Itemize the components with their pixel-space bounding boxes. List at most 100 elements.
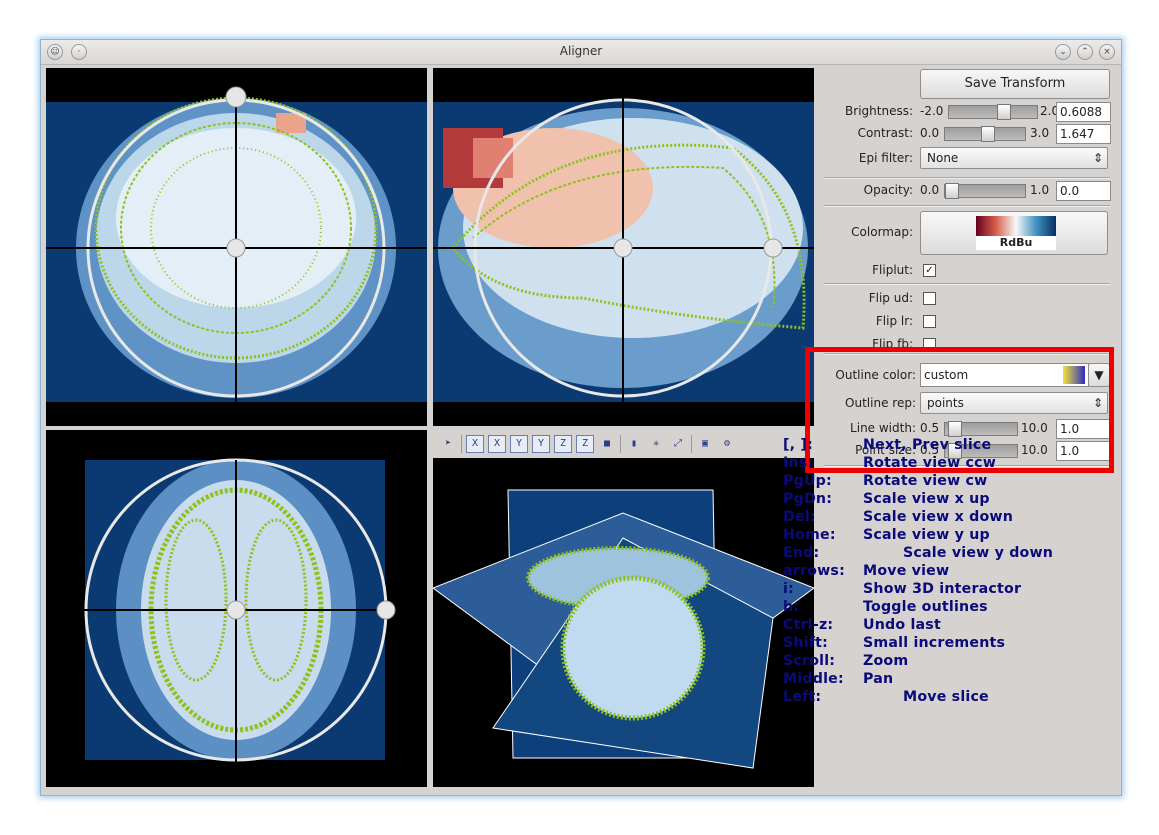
window-title: Aligner xyxy=(559,44,603,58)
coronal-view[interactable] xyxy=(46,68,427,426)
outline-color-dropdown[interactable]: ▼ xyxy=(1088,363,1110,387)
divider xyxy=(824,465,1110,467)
flip-ud-checkbox[interactable] xyxy=(923,292,936,305)
shortcut-key: Home: xyxy=(783,527,836,543)
sagittal-view[interactable] xyxy=(433,68,814,426)
pointer-icon[interactable]: ➤ xyxy=(444,438,452,449)
outline-color-field[interactable]: custom xyxy=(920,363,1089,387)
shortcut-description: Toggle outlines xyxy=(863,599,988,615)
shortcut-key: [, ]: xyxy=(783,437,813,453)
window-menu-button[interactable]: · xyxy=(71,44,87,60)
outline-rep-label: Outline rep: xyxy=(845,396,916,410)
contrast-label: Contrast: xyxy=(857,126,913,140)
shortcut-row: End: Scale view y down xyxy=(783,545,1073,563)
point-size-label: Point size: xyxy=(855,443,916,457)
bars-icon[interactable]: ▮ xyxy=(630,438,638,449)
y-axis-icon[interactable]: Y xyxy=(510,435,528,453)
contrast-handle[interactable] xyxy=(981,126,995,142)
shortcut-description: Scale view x up xyxy=(863,491,990,507)
contrast-min: 0.0 xyxy=(920,126,940,140)
shortcut-row: i: Show 3D interactor xyxy=(783,581,1073,599)
contrast-row: Contrast: 0.0 3.0 1.647 xyxy=(818,124,1116,144)
fit-view-icon[interactable]: ⤢ xyxy=(674,438,682,449)
divider xyxy=(824,205,1110,207)
3d-view[interactable] xyxy=(433,458,814,787)
app-icon[interactable]: ☺ xyxy=(47,44,63,60)
colormap-swatch xyxy=(976,216,1056,236)
epi-filter-value: None xyxy=(927,151,959,165)
line-width-slider[interactable] xyxy=(944,421,1018,437)
flip-fb-row: Flip fb: xyxy=(818,335,1116,347)
contrast-max: 3.0 xyxy=(1030,126,1050,140)
line-width-min: 0.5 xyxy=(920,421,940,435)
divider xyxy=(824,177,1110,179)
outline-rep-select[interactable]: points ⇕ xyxy=(920,392,1108,414)
cube-icon[interactable]: ■ xyxy=(603,438,611,449)
shortcut-key: Middle: xyxy=(783,671,844,687)
close-button[interactable]: × xyxy=(1099,44,1115,60)
shortcut-description: Move slice xyxy=(903,689,989,705)
shortcut-key: Scroll: xyxy=(783,653,836,669)
maximize-button[interactable]: ⌃ xyxy=(1077,44,1093,60)
shortcut-description: Scale view y up xyxy=(863,527,990,543)
settings-icon[interactable]: ⚙ xyxy=(723,438,731,449)
line-width-max: 10.0 xyxy=(1021,421,1048,435)
z-axis-alt-icon[interactable]: Z xyxy=(576,435,594,453)
shortcut-description: Move view xyxy=(863,563,950,579)
line-width-value-field[interactable]: 1.0 xyxy=(1056,419,1111,439)
colormap-row: Colormap: RdBu xyxy=(818,211,1116,255)
flip-fb-checkbox[interactable] xyxy=(923,338,936,347)
minimize-button[interactable]: ⌄ xyxy=(1055,44,1071,60)
divider xyxy=(824,283,1110,285)
y-axis-alt-icon[interactable]: Y xyxy=(532,435,550,453)
shortcut-row: Left: Move slice xyxy=(783,689,1073,707)
brightness-slider[interactable] xyxy=(948,104,1038,120)
shortcut-key: End: xyxy=(783,545,820,561)
epi-filter-select[interactable]: None ⇕ xyxy=(920,147,1108,169)
opacity-min: 0.0 xyxy=(920,183,940,197)
control-panel: Save Transform Brightness: -2.0 2.0 0.60… xyxy=(818,67,1116,791)
save-icon[interactable]: ▣ xyxy=(701,438,709,449)
x-axis-icon[interactable]: X xyxy=(466,435,484,453)
shortcut-description: Rotate view cw xyxy=(863,473,988,489)
point-size-handle[interactable] xyxy=(948,443,962,459)
save-transform-button[interactable]: Save Transform xyxy=(920,69,1110,99)
shortcut-row: arrows: Move view xyxy=(783,563,1073,581)
outline-color-row: Outline color: custom ▼ xyxy=(818,363,1116,387)
divider xyxy=(824,353,1110,355)
line-width-handle[interactable] xyxy=(948,421,962,437)
scatter-icon[interactable]: ✳ xyxy=(652,438,660,449)
shortcut-description: Next, Prev slice xyxy=(863,437,992,453)
toolbar-separator xyxy=(461,435,462,453)
opacity-value-field[interactable]: 0.0 xyxy=(1056,181,1111,201)
point-size-slider[interactable] xyxy=(944,443,1018,459)
shortcut-key: Ins: xyxy=(783,455,814,471)
axial-view[interactable] xyxy=(46,430,427,787)
z-axis-icon[interactable]: Z xyxy=(554,435,572,453)
outline-rep-value: points xyxy=(927,396,964,410)
colormap-name: RdBu xyxy=(976,236,1056,250)
flip-lr-checkbox[interactable] xyxy=(923,315,936,328)
shortcut-row: [, ]: Next, Prev slice xyxy=(783,437,1073,455)
point-size-value-field[interactable]: 1.0 xyxy=(1056,441,1111,461)
toolbar-separator xyxy=(620,435,621,453)
fliplut-checkbox[interactable]: ✓ xyxy=(923,264,936,277)
opacity-row: Opacity: 0.0 1.0 0.0 xyxy=(818,181,1116,201)
point-size-min: 0.5 xyxy=(920,443,940,457)
brightness-value-field[interactable]: 0.6088 xyxy=(1056,102,1111,122)
flip-fb-label: Flip fb: xyxy=(872,337,913,347)
flip-ud-row: Flip ud: xyxy=(818,289,1116,309)
contrast-slider[interactable] xyxy=(944,126,1026,142)
brightness-handle[interactable] xyxy=(997,104,1011,120)
toolbar-separator xyxy=(691,435,692,453)
shortcut-row: Shift: Small increments xyxy=(783,635,1073,653)
opacity-slider[interactable] xyxy=(944,183,1026,199)
contrast-value-field[interactable]: 1.647 xyxy=(1056,124,1111,144)
shortcut-description: Scale view y down xyxy=(903,545,1054,561)
spin-arrows-icon: ⇕ xyxy=(1092,396,1103,410)
opacity-handle[interactable] xyxy=(945,183,959,199)
shortcut-row: h: Toggle outlines xyxy=(783,599,1073,617)
x-axis-alt-icon[interactable]: X xyxy=(488,435,506,453)
colormap-button[interactable]: RdBu xyxy=(920,211,1108,255)
shortcut-row: Middle: Pan xyxy=(783,671,1073,689)
